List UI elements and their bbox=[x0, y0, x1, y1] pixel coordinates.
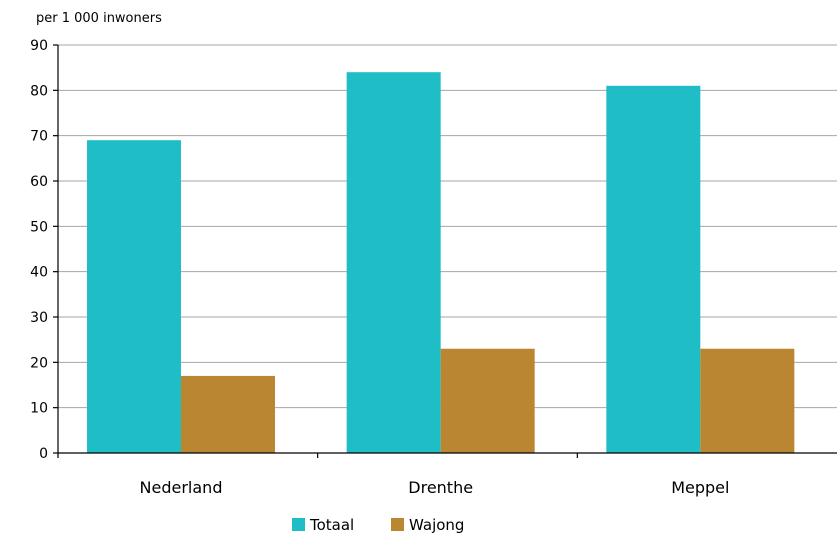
y-tick-label: 80 bbox=[30, 83, 48, 99]
bar-wajong-nederland bbox=[181, 375, 275, 453]
y-tick-label: 20 bbox=[30, 355, 48, 371]
y-tick-label: 10 bbox=[30, 401, 48, 417]
legend-swatch-totaal bbox=[292, 518, 305, 531]
bar-wajong-drenthe bbox=[440, 348, 535, 453]
legend-swatch-wajong bbox=[391, 518, 404, 531]
y-tick-label: 40 bbox=[30, 265, 48, 281]
y-axis-ticks: 0 10 20 30 40 50 60 70 80 90 bbox=[30, 38, 58, 462]
legend-label-totaal: Totaal bbox=[309, 516, 354, 534]
category-label: Drenthe bbox=[408, 478, 473, 497]
y-tick-label: 60 bbox=[30, 174, 48, 190]
y-tick-label: 0 bbox=[39, 446, 48, 462]
legend: Totaal Wajong bbox=[292, 516, 464, 534]
category-label: Nederland bbox=[140, 478, 223, 497]
category-label: Meppel bbox=[671, 478, 729, 497]
legend-label-wajong: Wajong bbox=[409, 516, 464, 534]
category-labels: Nederland Drenthe Meppel bbox=[57, 453, 729, 497]
bars bbox=[87, 72, 795, 454]
bar-wajong-meppel bbox=[700, 348, 795, 453]
y-axis-unit-label: per 1 000 inwoners bbox=[36, 11, 162, 26]
y-tick-label: 70 bbox=[30, 129, 48, 145]
bar-totaal-drenthe bbox=[346, 72, 441, 453]
bar-totaal-nederland bbox=[87, 140, 181, 453]
y-tick-label: 50 bbox=[30, 219, 48, 235]
gridlines bbox=[58, 44, 837, 409]
y-tick-label: 30 bbox=[30, 310, 48, 326]
y-tick-label: 90 bbox=[30, 38, 48, 54]
bar-totaal-meppel bbox=[606, 85, 701, 454]
